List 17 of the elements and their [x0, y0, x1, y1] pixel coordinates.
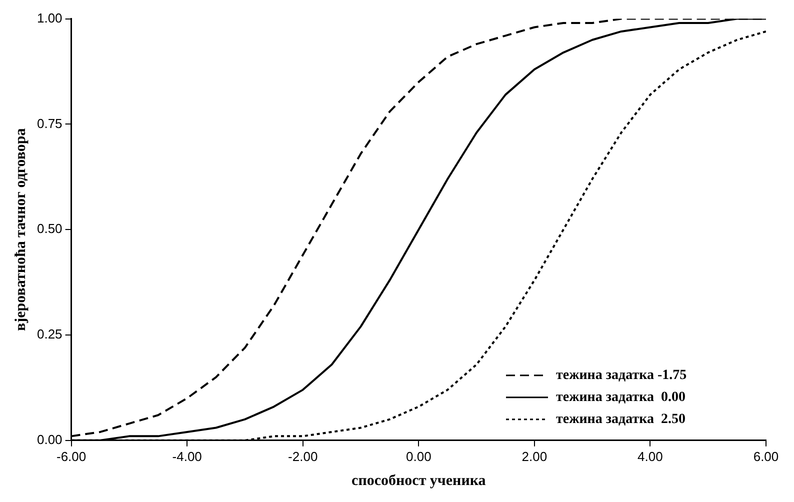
x-tick-label: -6.00 — [56, 448, 86, 464]
x-tick-label: -4.00 — [172, 448, 202, 464]
x-tick-label: 4.00 — [638, 448, 663, 464]
x-tick-label: -2.00 — [288, 448, 318, 464]
y-tick-label: 0.50 — [36, 221, 62, 236]
legend-label: тежина задатка 2.50 — [556, 412, 686, 428]
y-tick-label: 0.25 — [36, 326, 62, 342]
x-axis-title: способност ученика — [352, 472, 486, 489]
y-tick-label: 0.00 — [36, 432, 62, 447]
x-tick-label: 0.00 — [406, 448, 432, 464]
x-tick-label: 6.00 — [753, 448, 779, 464]
legend-label: тежина задатка 0.00 — [556, 390, 686, 406]
legend-label: тежина задатка -1.75 — [556, 368, 687, 384]
y-axis-title: вјероватноћа тачног одговора — [12, 128, 29, 331]
x-tick-label: 2.00 — [522, 448, 548, 464]
y-tick-label: 1.00 — [36, 10, 62, 26]
y-tick-label: 0.75 — [36, 116, 62, 131]
